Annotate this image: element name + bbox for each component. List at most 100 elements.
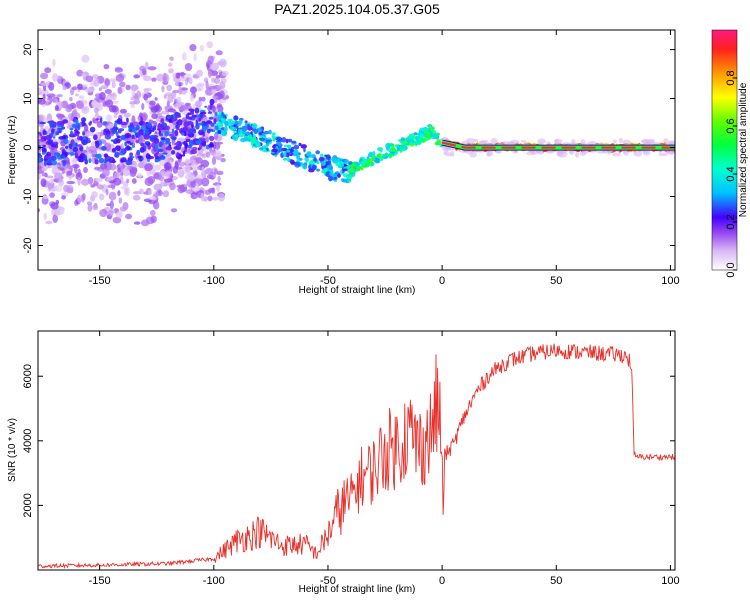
heatmap-cell — [42, 144, 46, 148]
heatmap-cell — [166, 148, 173, 158]
heatmap-cell — [198, 117, 201, 122]
heatmap-cell — [388, 153, 395, 157]
heatmap-cell — [163, 76, 167, 82]
heatmap-cell — [83, 166, 88, 174]
heatmap-cell — [195, 140, 202, 145]
heatmap-cell — [204, 168, 214, 175]
heatmap-cell — [71, 123, 77, 128]
heatmap-cell — [76, 69, 84, 77]
heatmap-cell — [152, 125, 157, 131]
heatmap-cell — [385, 142, 391, 149]
heatmap-cell — [43, 212, 47, 221]
heatmap-cell — [182, 150, 186, 155]
heatmap-cell — [95, 145, 99, 149]
heatmap-cell — [263, 130, 269, 135]
heatmap-cell — [612, 139, 617, 144]
heatmap-cell — [287, 138, 293, 143]
heatmap-cell — [487, 149, 494, 157]
heatmap-cell — [305, 157, 309, 163]
heatmap-cell — [147, 176, 156, 184]
heatmap-cell — [148, 129, 153, 133]
heatmap-cell — [350, 174, 353, 178]
heatmap-cell — [666, 149, 674, 155]
heatmap-cell — [177, 185, 185, 194]
heatmap-cell — [159, 132, 164, 137]
heatmap-cell — [342, 168, 348, 172]
colorbar-gradient — [711, 29, 738, 271]
heatmap-cell — [171, 128, 175, 134]
heatmap-cell — [372, 158, 376, 161]
heatmap-cell — [256, 142, 261, 148]
snr-series-line — [38, 343, 675, 569]
heatmap-cell — [111, 81, 116, 89]
heatmap-cell — [83, 154, 88, 161]
colorbar-tick-label: 0.6 — [725, 118, 737, 133]
ridge-mid — [441, 140, 675, 150]
heatmap-cell — [140, 142, 145, 147]
heatmap-cell — [205, 151, 211, 158]
colorbar-tick-label: 0.0 — [725, 262, 737, 277]
heatmap-cell — [303, 147, 306, 153]
heatmap-cell — [158, 141, 163, 148]
heatmap-cell — [66, 170, 73, 176]
heatmap-cell — [296, 153, 300, 160]
heatmap-cell — [360, 167, 364, 171]
heatmap-cell — [74, 129, 79, 133]
heatmap-cell — [227, 118, 233, 122]
heatmap-cell — [113, 114, 118, 118]
heatmap-cell — [326, 154, 331, 160]
colorbar: 0.0 0.2 0.4 0.6 0.8 Normalized spectral ampl… — [711, 29, 749, 278]
heatmap-cell — [81, 73, 87, 77]
heatmap-cell — [182, 110, 188, 116]
heatmap-cell — [94, 159, 99, 165]
heatmap-cell — [298, 142, 302, 147]
heatmap-cell — [215, 50, 223, 56]
heatmap-cell — [92, 204, 99, 211]
heatmap-cell — [184, 102, 191, 106]
heatmap-cell — [118, 197, 123, 204]
heatmap-cell — [253, 128, 259, 135]
x-tick-label: -50 — [320, 275, 336, 287]
heatmap-cell — [283, 152, 287, 158]
heatmap-cell — [90, 184, 95, 188]
heatmap-cell — [195, 114, 200, 118]
heatmap-cell — [81, 54, 90, 63]
heatmap-cell — [315, 150, 321, 155]
heatmap-cell — [449, 151, 455, 157]
heatmap-cell — [200, 111, 207, 115]
heatmap-cell — [428, 126, 435, 131]
heatmap-cell — [50, 202, 59, 210]
heatmap-cell — [165, 146, 173, 151]
heatmap-cell — [45, 134, 52, 141]
heatmap-cell — [371, 162, 375, 166]
heatmap-cell — [181, 132, 185, 136]
heatmap-cell — [49, 192, 55, 198]
heatmap-cell — [155, 143, 159, 150]
heatmap-cell — [342, 178, 348, 183]
heatmap-cell — [94, 113, 100, 119]
heatmap-cell — [174, 148, 183, 154]
heatmap-cell — [40, 136, 47, 140]
heatmap-cell — [77, 144, 83, 147]
heatmap-cell — [86, 201, 93, 206]
heatmap-cell — [114, 151, 120, 158]
heatmap-cell — [72, 108, 78, 118]
heatmap-cell — [167, 116, 171, 119]
heatmap-cell — [224, 120, 229, 127]
heatmap-cell — [95, 177, 103, 183]
heatmap-cell — [192, 194, 199, 199]
spectrogram-heatmap — [38, 41, 675, 227]
heatmap-cell — [443, 148, 449, 153]
heatmap-cell — [200, 192, 205, 202]
heatmap-cell — [156, 73, 165, 82]
heatmap-cell — [40, 178, 47, 188]
heatmap-cell — [262, 148, 267, 153]
heatmap-cell — [99, 117, 103, 123]
heatmap-cell — [155, 103, 161, 112]
heatmap-cell — [326, 160, 331, 166]
heatmap-cell — [430, 131, 433, 136]
heatmap-cell — [276, 137, 283, 142]
heatmap-cell — [219, 90, 225, 98]
heatmap-cell — [85, 75, 94, 83]
heatmap-cell — [109, 200, 114, 210]
